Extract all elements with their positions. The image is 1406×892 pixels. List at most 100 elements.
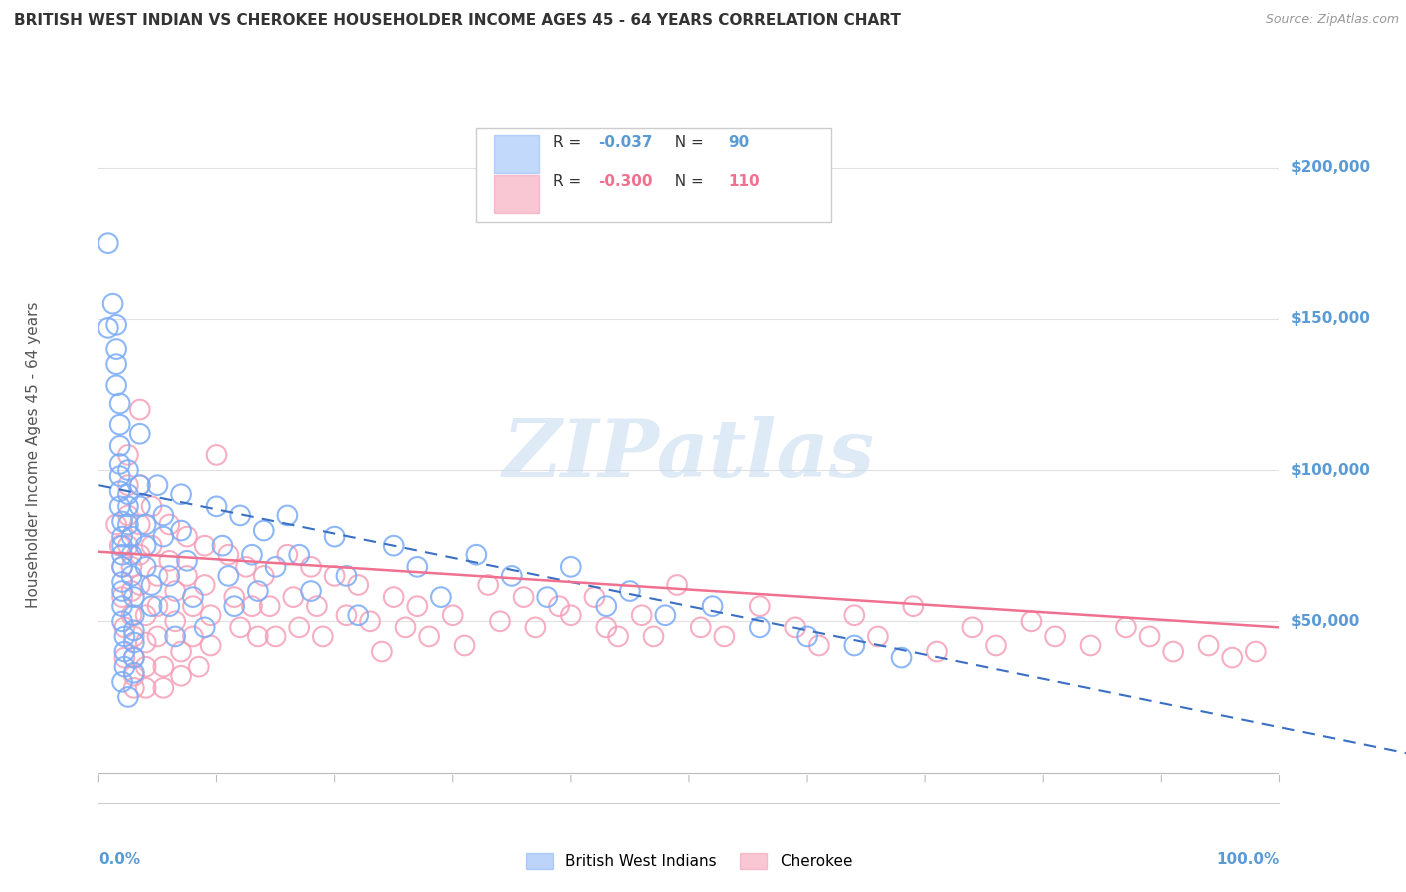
Point — [1139, 629, 1161, 643]
Point — [283, 590, 305, 604]
Text: 0.0%: 0.0% — [98, 852, 141, 866]
Point — [205, 448, 228, 462]
Point — [152, 530, 174, 544]
Point — [97, 236, 120, 251]
Point — [347, 608, 370, 623]
Point — [181, 590, 204, 604]
Text: R =: R = — [553, 174, 586, 189]
Point — [713, 629, 735, 643]
Point — [630, 608, 652, 623]
Point — [135, 559, 157, 574]
Point — [170, 669, 193, 683]
Point — [128, 478, 150, 492]
Point — [128, 478, 150, 492]
Point — [1198, 639, 1220, 653]
Point — [866, 629, 889, 643]
Point — [441, 608, 464, 623]
Text: R =: R = — [553, 135, 586, 150]
Point — [122, 650, 145, 665]
Point — [108, 469, 131, 483]
Point — [122, 590, 145, 604]
Point — [1043, 629, 1066, 643]
Point — [108, 457, 131, 471]
Point — [128, 426, 150, 441]
Text: N =: N = — [665, 174, 709, 189]
Point — [121, 584, 143, 599]
Point — [105, 378, 128, 392]
Point — [111, 559, 134, 574]
Point — [702, 599, 724, 614]
Point — [299, 584, 322, 599]
Point — [240, 548, 263, 562]
Point — [501, 569, 523, 583]
Point — [112, 629, 135, 643]
Point — [141, 578, 163, 592]
Point — [157, 569, 180, 583]
Point — [108, 500, 131, 514]
Point — [335, 569, 357, 583]
Point — [101, 296, 124, 310]
Point — [146, 629, 169, 643]
Point — [165, 629, 187, 643]
Point — [276, 548, 298, 562]
Point — [689, 620, 711, 634]
Point — [359, 615, 381, 629]
Point — [111, 530, 134, 544]
Point — [111, 584, 134, 599]
Point — [135, 659, 157, 673]
Point — [117, 539, 139, 553]
Point — [176, 569, 198, 583]
Point — [595, 599, 617, 614]
Point — [418, 629, 440, 643]
Point — [128, 578, 150, 592]
FancyBboxPatch shape — [494, 136, 538, 173]
Point — [229, 508, 252, 523]
Point — [844, 639, 866, 653]
Point — [112, 659, 135, 673]
Point — [264, 559, 287, 574]
Point — [117, 690, 139, 704]
Point — [157, 554, 180, 568]
Text: 90: 90 — [728, 135, 749, 150]
Point — [666, 578, 689, 592]
Point — [111, 515, 134, 529]
Point — [128, 548, 150, 562]
Point — [1220, 650, 1243, 665]
Text: Source: ZipAtlas.com: Source: ZipAtlas.com — [1265, 13, 1399, 27]
Point — [122, 629, 145, 643]
Point — [117, 448, 139, 462]
Point — [643, 629, 665, 643]
Point — [108, 396, 131, 410]
Point — [253, 524, 276, 538]
Point — [524, 620, 547, 634]
Point — [205, 500, 228, 514]
Point — [112, 650, 135, 665]
Text: N =: N = — [665, 135, 709, 150]
Text: 110: 110 — [728, 174, 759, 189]
Point — [181, 599, 204, 614]
Point — [194, 578, 217, 592]
Point — [122, 669, 145, 683]
Point — [152, 659, 174, 673]
Point — [312, 629, 335, 643]
Point — [1021, 615, 1043, 629]
Point — [128, 517, 150, 532]
Point — [122, 665, 145, 680]
FancyBboxPatch shape — [494, 175, 538, 213]
Point — [748, 599, 770, 614]
Text: -0.037: -0.037 — [598, 135, 652, 150]
Point — [394, 620, 416, 634]
Point — [105, 342, 128, 356]
Point — [117, 478, 139, 492]
Point — [984, 639, 1007, 653]
Text: Householder Income Ages 45 - 64 years: Householder Income Ages 45 - 64 years — [25, 301, 41, 608]
Point — [122, 624, 145, 638]
Point — [305, 599, 328, 614]
Point — [323, 569, 346, 583]
Point — [796, 629, 818, 643]
Point — [288, 548, 311, 562]
Point — [1080, 639, 1102, 653]
Point — [111, 548, 134, 562]
Point — [246, 584, 269, 599]
Point — [121, 530, 143, 544]
